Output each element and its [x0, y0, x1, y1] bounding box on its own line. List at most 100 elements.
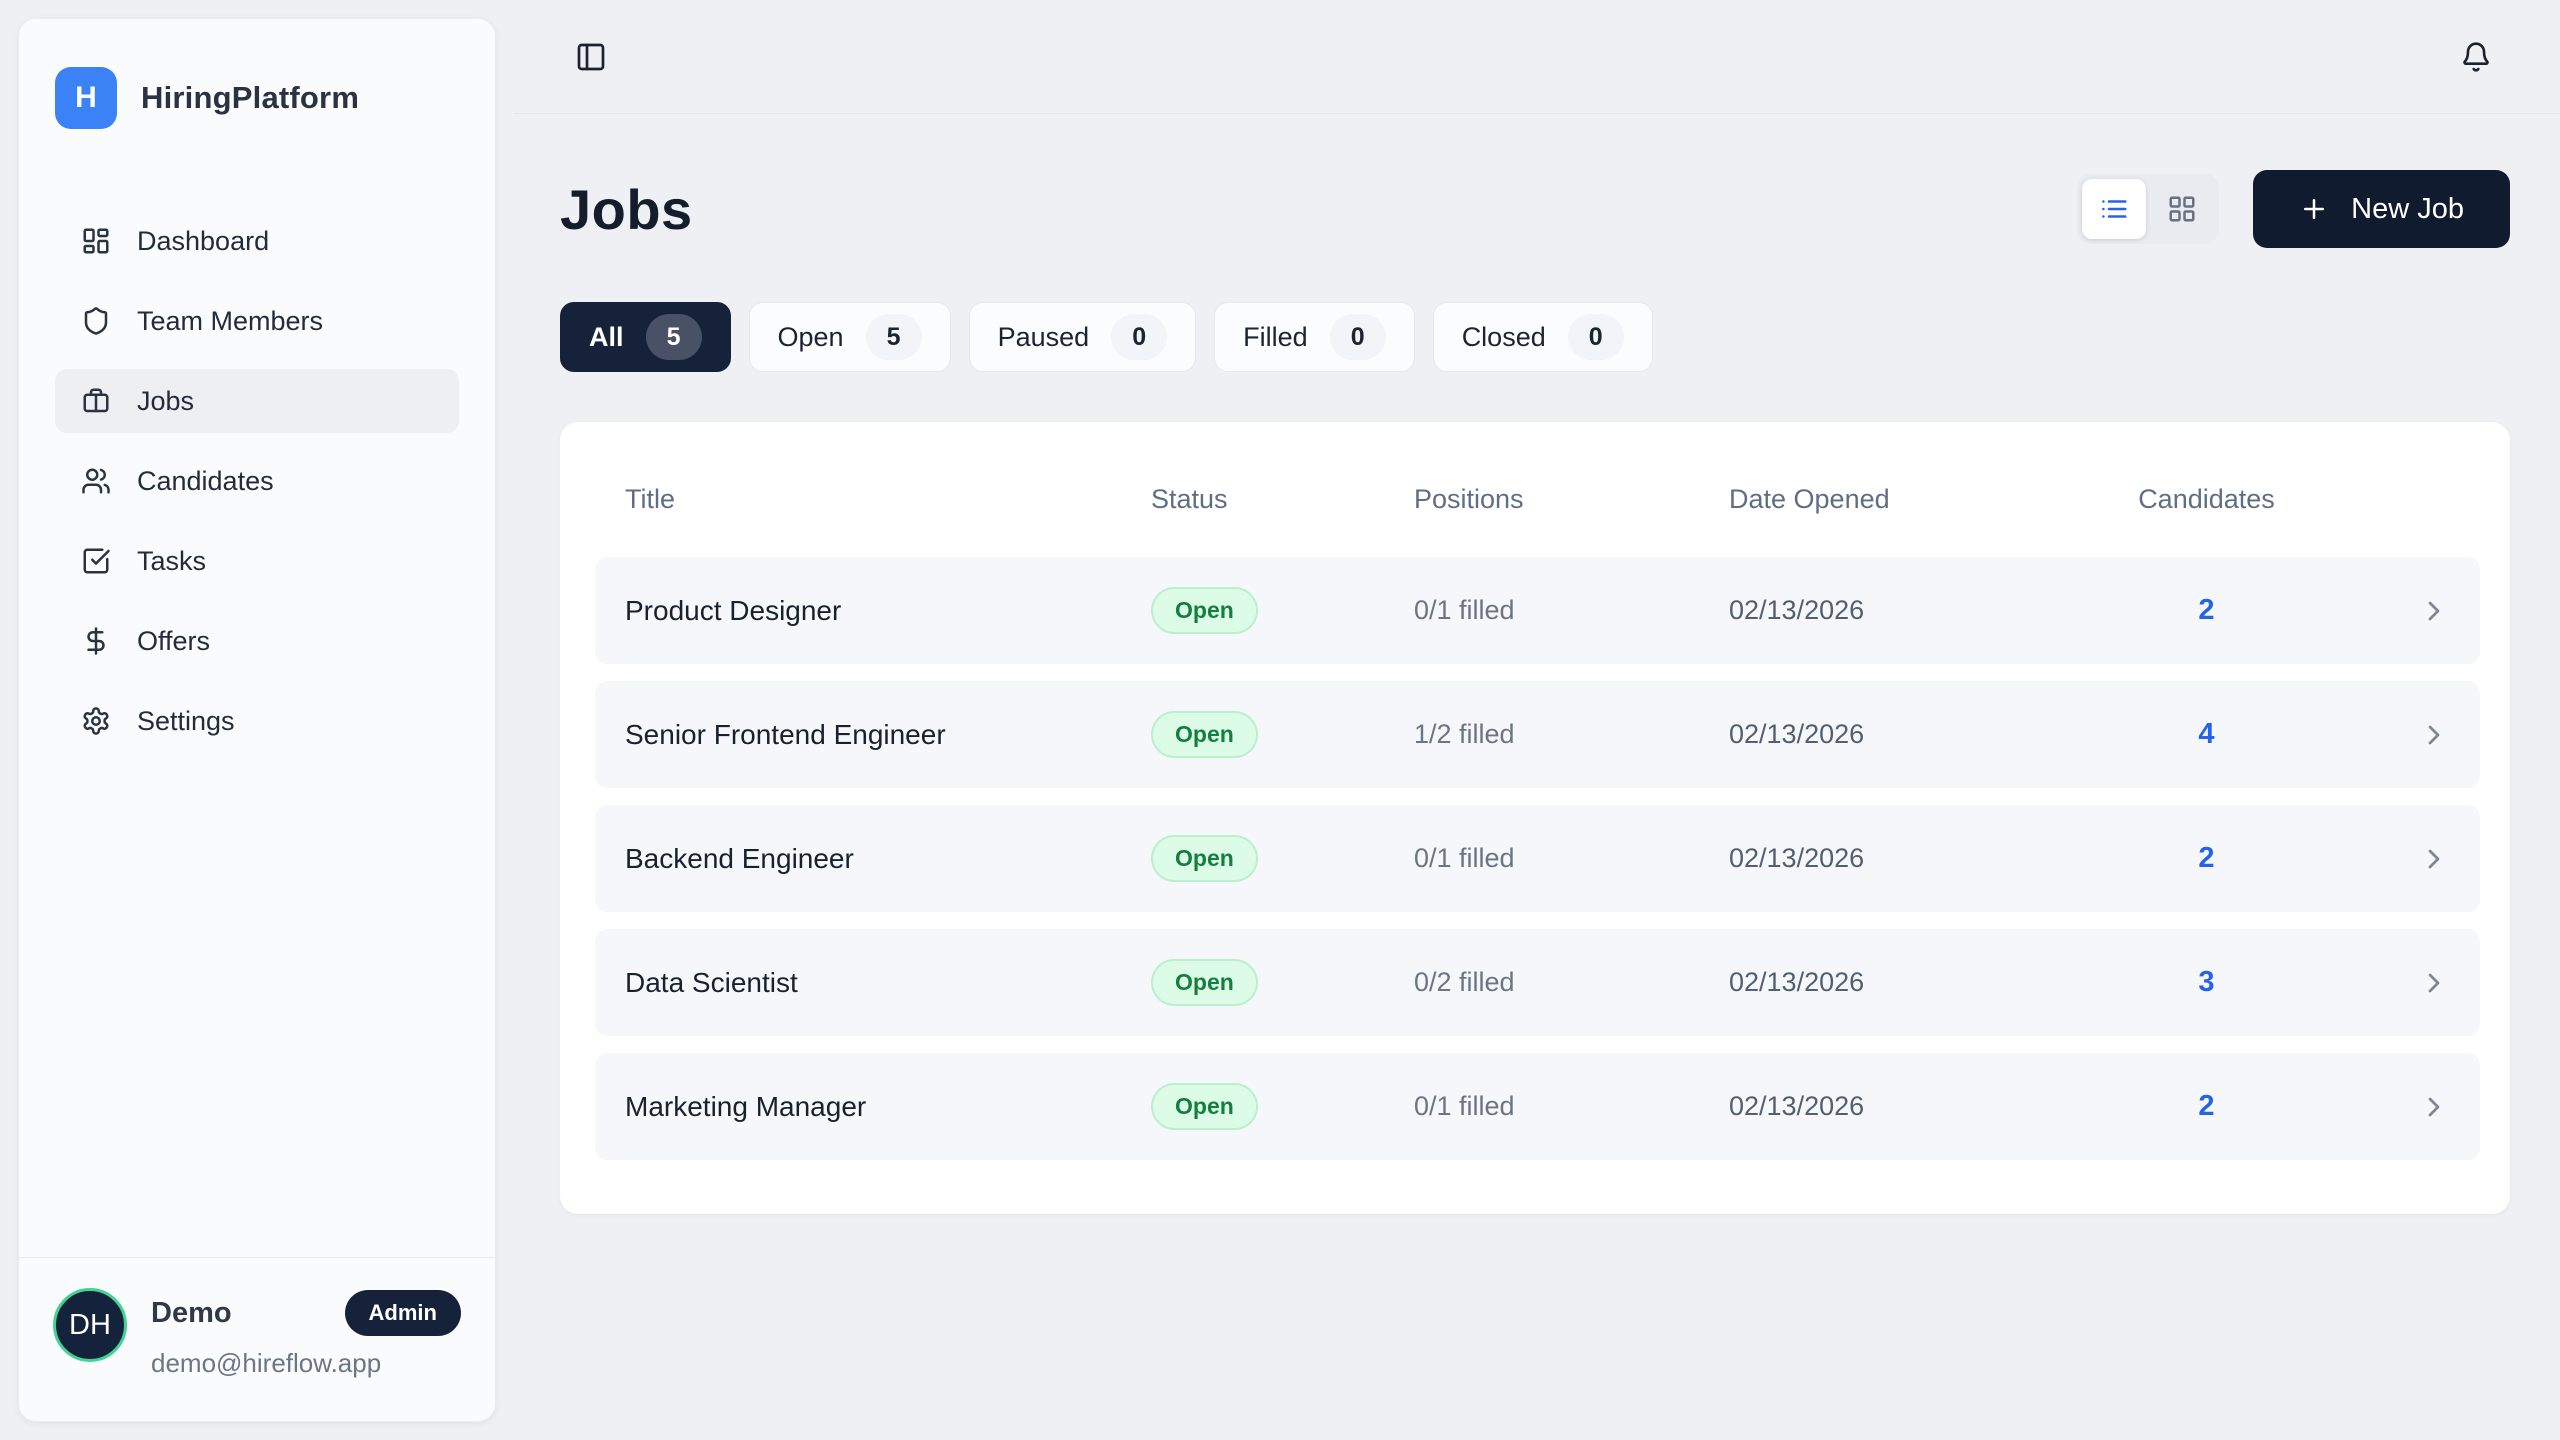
chevron-right-icon[interactable] — [2418, 1091, 2450, 1123]
candidates-count[interactable]: 4 — [2198, 718, 2215, 750]
job-title: Product Designer — [625, 594, 842, 626]
user-card[interactable]: DH Demo Admin demo@hireflow.app — [19, 1257, 495, 1421]
date-opened-cell: 02/13/2026 — [1729, 595, 1865, 625]
table-header: Title Status Positions Date Opened Candi… — [595, 422, 2480, 557]
new-job-label: New Job — [2351, 192, 2464, 225]
table-row[interactable]: Product Designer Open 0/1 filled 02/13/2… — [595, 557, 2480, 664]
users-icon — [81, 466, 111, 496]
jobs-table-card: Title Status Positions Date Opened Candi… — [560, 422, 2510, 1214]
sidebar-item-team-members[interactable]: Team Members — [55, 289, 459, 353]
status-badge: Open — [1151, 587, 1258, 634]
sidebar-nav: Dashboard Team Members Jobs Candidates T… — [55, 209, 459, 753]
candidates-count[interactable]: 2 — [2198, 842, 2215, 874]
column-header-title: Title — [625, 484, 676, 514]
sidebar: H HiringPlatform Dashboard Team Members … — [18, 18, 496, 1422]
job-title: Senior Frontend Engineer — [625, 718, 946, 750]
sidebar-item-label: Dashboard — [137, 225, 270, 256]
filter-filled[interactable]: Filled 0 — [1214, 302, 1415, 372]
sidebar-item-offers[interactable]: Offers — [55, 609, 459, 673]
table-row[interactable]: Data Scientist Open 0/2 filled 02/13/202… — [595, 929, 2480, 1036]
view-toggle — [2077, 174, 2220, 244]
filter-open[interactable]: Open 5 — [748, 302, 951, 372]
date-opened-cell: 02/13/2026 — [1729, 843, 1865, 873]
status-filters: All 5 Open 5 Paused 0 Filled 0 Closed 0 — [560, 302, 2510, 372]
sidebar-item-tasks[interactable]: Tasks — [55, 529, 459, 593]
user-email: demo@hireflow.app — [151, 1348, 382, 1378]
date-opened-cell: 02/13/2026 — [1729, 967, 1865, 997]
grid-view-icon — [2167, 194, 2197, 224]
column-header-candidates: Candidates — [2138, 484, 2275, 514]
column-header-date-opened: Date Opened — [1729, 484, 1890, 514]
task-check-icon — [81, 546, 111, 576]
filter-all[interactable]: All 5 — [560, 302, 731, 372]
new-job-button[interactable]: New Job — [2253, 170, 2510, 248]
filter-label: Closed — [1461, 321, 1546, 352]
sidebar-item-jobs[interactable]: Jobs — [55, 369, 459, 433]
column-header-positions: Positions — [1414, 484, 1524, 514]
sidebar-item-candidates[interactable]: Candidates — [55, 449, 459, 513]
list-view-icon — [2099, 194, 2129, 224]
plus-icon — [2299, 194, 2329, 224]
sidebar-toggle-button[interactable] — [575, 41, 607, 73]
filter-count: 5 — [865, 314, 922, 360]
main-area: Jobs New Job All 5 — [514, 0, 2560, 1440]
job-title: Backend Engineer — [625, 842, 854, 874]
topbar — [514, 0, 2560, 114]
gear-icon — [81, 706, 111, 736]
role-badge: Admin — [344, 1290, 461, 1336]
date-opened-cell: 02/13/2026 — [1729, 1091, 1865, 1121]
status-badge: Open — [1151, 959, 1258, 1006]
shield-icon — [81, 306, 111, 336]
positions-cell: 0/1 filled — [1414, 595, 1515, 625]
filter-closed[interactable]: Closed 0 — [1432, 302, 1653, 372]
user-info: Demo Admin demo@hireflow.app — [151, 1288, 461, 1379]
sidebar-item-label: Candidates — [137, 465, 274, 496]
sidebar-item-label: Jobs — [137, 385, 195, 416]
chevron-right-icon[interactable] — [2418, 967, 2450, 999]
table-row[interactable]: Senior Frontend Engineer Open 1/2 filled… — [595, 681, 2480, 788]
filter-label: All — [589, 321, 624, 352]
table-row[interactable]: Backend Engineer Open 0/1 filled 02/13/2… — [595, 805, 2480, 912]
status-badge: Open — [1151, 835, 1258, 882]
positions-cell: 0/1 filled — [1414, 843, 1515, 873]
positions-cell: 0/2 filled — [1414, 967, 1515, 997]
sidebar-item-label: Settings — [137, 705, 235, 736]
page-controls: New Job — [2077, 170, 2510, 248]
avatar: DH — [53, 1288, 127, 1362]
brand-name: HiringPlatform — [141, 80, 360, 115]
page-title: Jobs — [560, 177, 693, 241]
dollar-icon — [81, 626, 111, 656]
filter-label: Paused — [997, 321, 1090, 352]
brand-logo: H — [55, 67, 117, 129]
view-toggle-grid[interactable] — [2150, 179, 2214, 239]
candidates-count[interactable]: 2 — [2198, 594, 2215, 626]
sidebar-item-dashboard[interactable]: Dashboard — [55, 209, 459, 273]
sidebar-item-label: Team Members — [137, 305, 324, 336]
view-toggle-list[interactable] — [2082, 179, 2147, 239]
candidates-count[interactable]: 3 — [2198, 966, 2215, 998]
briefcase-icon — [81, 386, 111, 416]
chevron-right-icon[interactable] — [2418, 843, 2450, 875]
candidates-count[interactable]: 2 — [2198, 1090, 2215, 1122]
positions-cell: 0/1 filled — [1414, 1091, 1515, 1121]
panel-left-icon — [575, 41, 607, 73]
filter-count: 0 — [1111, 314, 1168, 360]
filter-count: 0 — [1567, 314, 1624, 360]
sidebar-item-label: Tasks — [137, 545, 207, 576]
job-title: Data Scientist — [625, 966, 798, 998]
job-title: Marketing Manager — [625, 1090, 867, 1122]
chevron-right-icon[interactable] — [2418, 719, 2450, 751]
sidebar-item-settings[interactable]: Settings — [55, 689, 459, 753]
status-badge: Open — [1151, 1083, 1258, 1130]
table-row[interactable]: Marketing Manager Open 0/1 filled 02/13/… — [595, 1053, 2480, 1160]
user-name: Demo — [151, 1296, 232, 1329]
filter-paused[interactable]: Paused 0 — [968, 302, 1197, 372]
page-content: Jobs New Job All 5 — [514, 114, 2560, 1214]
column-header-status: Status — [1151, 484, 1228, 514]
notifications-button[interactable] — [2460, 41, 2492, 73]
bell-icon — [2460, 41, 2492, 73]
sidebar-item-label: Offers — [137, 625, 211, 656]
filter-label: Open — [777, 321, 844, 352]
chevron-right-icon[interactable] — [2418, 595, 2450, 627]
status-badge: Open — [1151, 711, 1258, 758]
